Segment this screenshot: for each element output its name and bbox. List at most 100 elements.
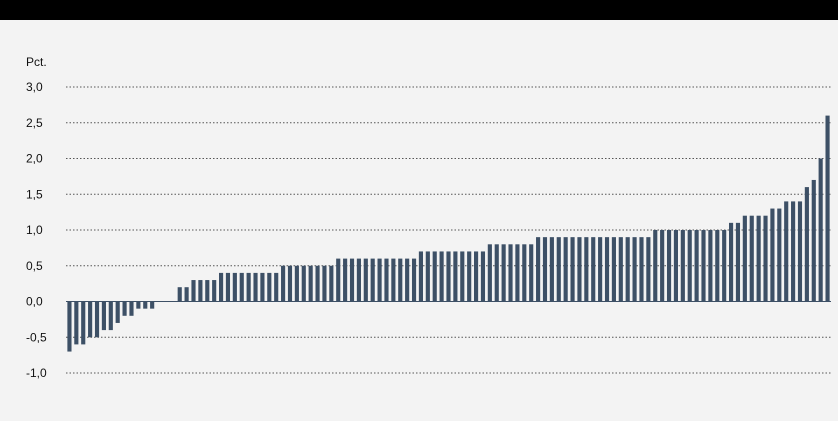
bar (756, 215, 761, 302)
bar (591, 237, 596, 302)
bar (232, 272, 237, 302)
bar (556, 237, 561, 302)
bar (405, 258, 410, 302)
bar (529, 244, 534, 302)
bar (660, 230, 665, 302)
bar (549, 237, 554, 302)
bar (522, 244, 527, 302)
bar (308, 265, 313, 302)
bar (184, 287, 189, 302)
bar (577, 237, 582, 302)
bar (363, 258, 368, 302)
bar (487, 244, 492, 302)
bar (653, 230, 658, 302)
bar (825, 115, 830, 302)
bar (735, 222, 741, 302)
y-tick-label: 1,0 (26, 223, 43, 237)
bar (281, 265, 286, 302)
bar (88, 301, 93, 338)
bar (729, 222, 734, 302)
bar (177, 287, 182, 302)
bar (542, 237, 548, 302)
bar (129, 301, 134, 316)
bar (411, 258, 417, 302)
bar (687, 230, 692, 302)
bar (150, 301, 155, 309)
bar (349, 258, 355, 302)
bar (467, 251, 472, 302)
bar (460, 251, 465, 302)
bar (811, 179, 816, 302)
bar (377, 258, 382, 302)
bar (791, 201, 796, 302)
bar (446, 251, 451, 302)
bar (584, 237, 589, 302)
bar (191, 280, 196, 302)
bar (784, 201, 789, 302)
bar (515, 244, 520, 302)
bar (722, 230, 727, 302)
bar (267, 272, 272, 302)
bar (122, 301, 127, 316)
bar (143, 301, 148, 309)
bar (136, 301, 141, 309)
bar (384, 258, 389, 302)
bar (742, 215, 747, 302)
bar (797, 201, 803, 302)
bar (198, 280, 203, 302)
bar (701, 230, 706, 302)
bar (260, 272, 265, 302)
bar (336, 258, 341, 302)
bar (570, 237, 575, 302)
bar (453, 251, 458, 302)
bar (770, 208, 775, 302)
bar (212, 280, 217, 302)
bar (239, 272, 244, 302)
bar (301, 265, 306, 302)
bar (632, 237, 637, 302)
bar (81, 301, 86, 345)
bar (715, 230, 720, 302)
bar (108, 301, 113, 331)
bar (425, 251, 430, 302)
y-axis-unit-label: Pct. (26, 55, 47, 69)
bar (777, 208, 782, 302)
bar (225, 272, 231, 302)
y-tick-label: 0,0 (26, 295, 43, 309)
bar (639, 237, 644, 302)
y-axis-tick-labels: 3,0 2,5 2,0 1,5 1,0 0,5 0,0 -0,5 -1,0 (26, 80, 47, 380)
bars (67, 115, 830, 352)
bar (708, 230, 713, 302)
bar (329, 265, 334, 302)
bar (287, 265, 293, 302)
bar (343, 258, 348, 302)
bar (294, 265, 299, 302)
bar (101, 301, 106, 331)
bar (563, 237, 568, 302)
bar (418, 251, 423, 302)
bar (274, 272, 279, 302)
bar (439, 251, 444, 302)
bar (673, 230, 678, 302)
bar (508, 244, 513, 302)
bar (804, 187, 809, 302)
bar (74, 301, 79, 345)
bar (398, 258, 403, 302)
bar (253, 272, 258, 302)
bar (370, 258, 375, 302)
bar (618, 237, 623, 302)
bar (646, 237, 651, 302)
bar (749, 215, 754, 302)
y-tick-label: -0,5 (26, 330, 47, 344)
bar (94, 301, 100, 338)
bar (219, 272, 224, 302)
bar (611, 237, 616, 302)
bar (315, 265, 320, 302)
bar (494, 244, 499, 302)
y-tick-label: 2,5 (26, 116, 43, 130)
bar (680, 230, 685, 302)
bar (818, 158, 823, 302)
bar (666, 230, 672, 302)
bar (604, 237, 610, 302)
